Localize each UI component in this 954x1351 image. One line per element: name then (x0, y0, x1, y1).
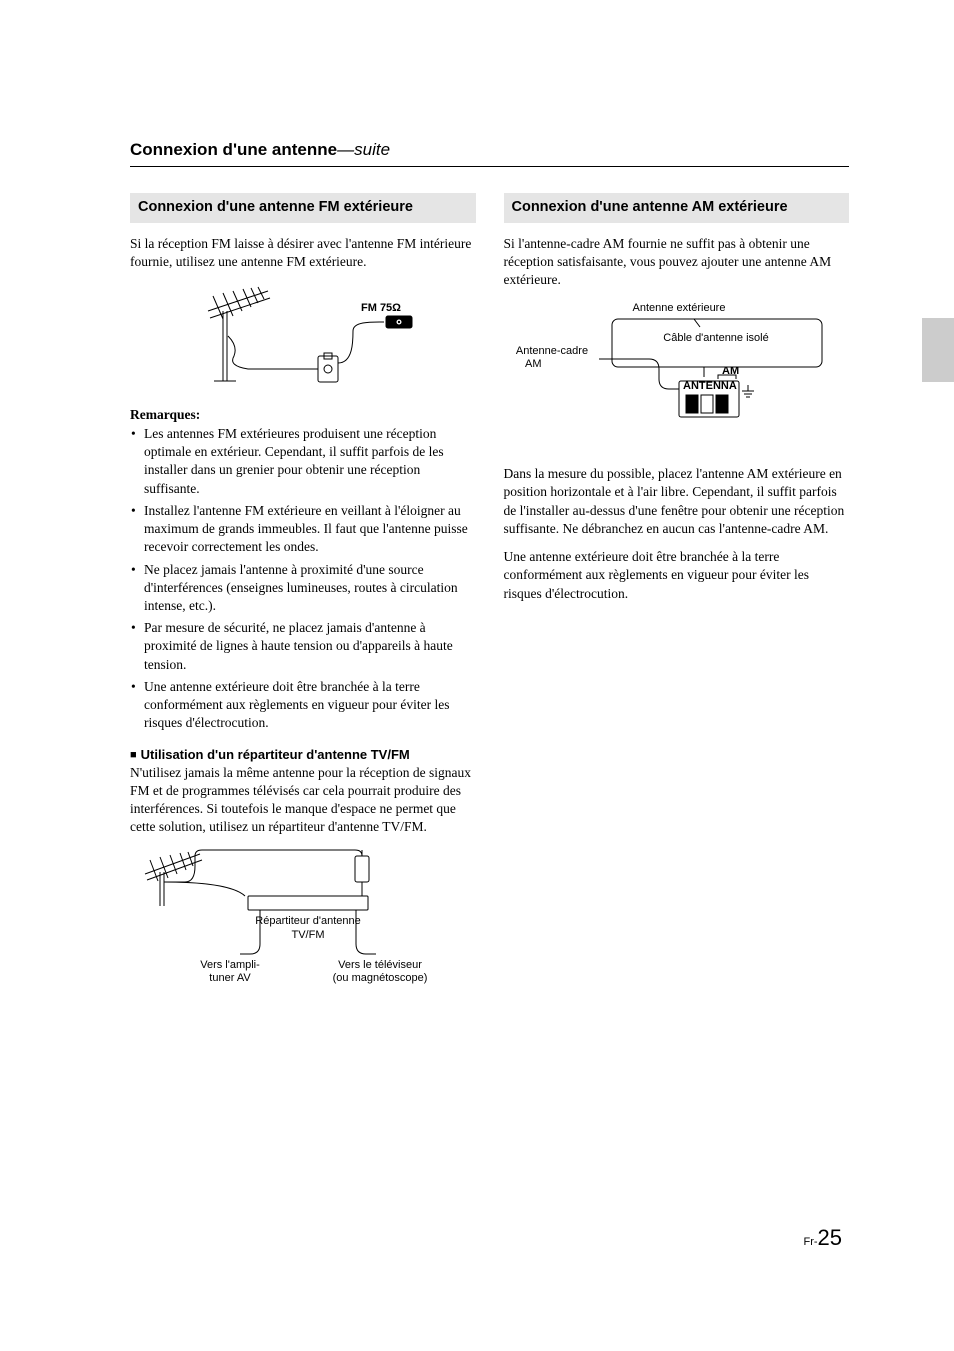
fm-label: FM 75Ω (361, 302, 401, 314)
page-title-main: Connexion d'une antenne (130, 140, 337, 159)
fm-note: Installez l'antenne FM extérieure en vei… (130, 502, 476, 557)
am-small-label: AM (722, 365, 739, 377)
am-para2: Une antenne extérieure doit être branché… (504, 548, 850, 603)
page-title-suite: suite (354, 140, 390, 159)
am-para1: Dans la mesure du possible, placez l'ant… (504, 465, 850, 538)
page-number-prefix: Fr- (803, 1236, 817, 1248)
splitter-heading-text: Utilisation d'un répartiteur d'antenne T… (141, 747, 410, 762)
heading-fm: Connexion d'une antenne FM extérieure (130, 193, 476, 223)
right-column: Connexion d'une antenne AM extérieure Si… (504, 193, 850, 1012)
am-terminal-label: ANTENNA (683, 380, 737, 392)
columns: Connexion d'une antenne FM extérieure Si… (130, 193, 849, 1012)
fm-diagram: FM 75Ω (178, 281, 428, 391)
fm-note: Ne placez jamais l'antenne à proximité d… (130, 561, 476, 616)
splitter-box-label-2: TV/FM (292, 929, 325, 941)
am-diagram: Antenne extérieure Câble d'antenne isolé… (504, 299, 849, 449)
splitter-diagram: Répartiteur d'antenne TV/FM Vers l'ampli… (130, 846, 440, 996)
splitter-left-label-1: Vers l'ampli- (200, 959, 260, 971)
am-cable-label: Câble d'antenne isolé (663, 332, 768, 344)
fm-notes-list: Les antennes FM extérieures produisent u… (130, 425, 476, 733)
splitter-right-label-2: (ou magnétoscope) (333, 972, 428, 984)
fm-note: Par mesure de sécurité, ne placez jamais… (130, 619, 476, 674)
page-title-row: Connexion d'une antenne—suite (130, 140, 849, 160)
am-outdoor-label: Antenne extérieure (632, 302, 725, 314)
square-bullet-icon: ■ (130, 749, 137, 761)
am-loop-label-2: AM (525, 358, 542, 370)
fm-intro: Si la réception FM laisse à désirer avec… (130, 235, 476, 271)
splitter-right-label-1: Vers le téléviseur (338, 959, 422, 971)
page-number: Fr-25 (803, 1225, 842, 1251)
page-container: Connexion d'une antenne—suite Connexion … (0, 0, 954, 1072)
title-rule (130, 166, 849, 167)
heading-am: Connexion d'une antenne AM extérieure (504, 193, 850, 223)
left-column: Connexion d'une antenne FM extérieure Si… (130, 193, 476, 1012)
page-number-value: 25 (818, 1225, 842, 1250)
splitter-box-label-1: Répartiteur d'antenne (255, 915, 360, 927)
splitter-text: N'utilisez jamais la même antenne pour l… (130, 764, 476, 837)
page-title-sep: — (337, 140, 354, 159)
am-loop-label-1: Antenne-cadre (515, 345, 587, 357)
fm-note: Une antenne extérieure doit être branché… (130, 678, 476, 733)
remarques-label: Remarques: (130, 407, 476, 423)
splitter-heading: ■ Utilisation d'un répartiteur d'antenne … (130, 747, 476, 762)
fm-note: Les antennes FM extérieures produisent u… (130, 425, 476, 498)
splitter-left-label-2: tuner AV (209, 972, 251, 984)
am-intro: Si l'antenne-cadre AM fournie ne suffit … (504, 235, 850, 290)
